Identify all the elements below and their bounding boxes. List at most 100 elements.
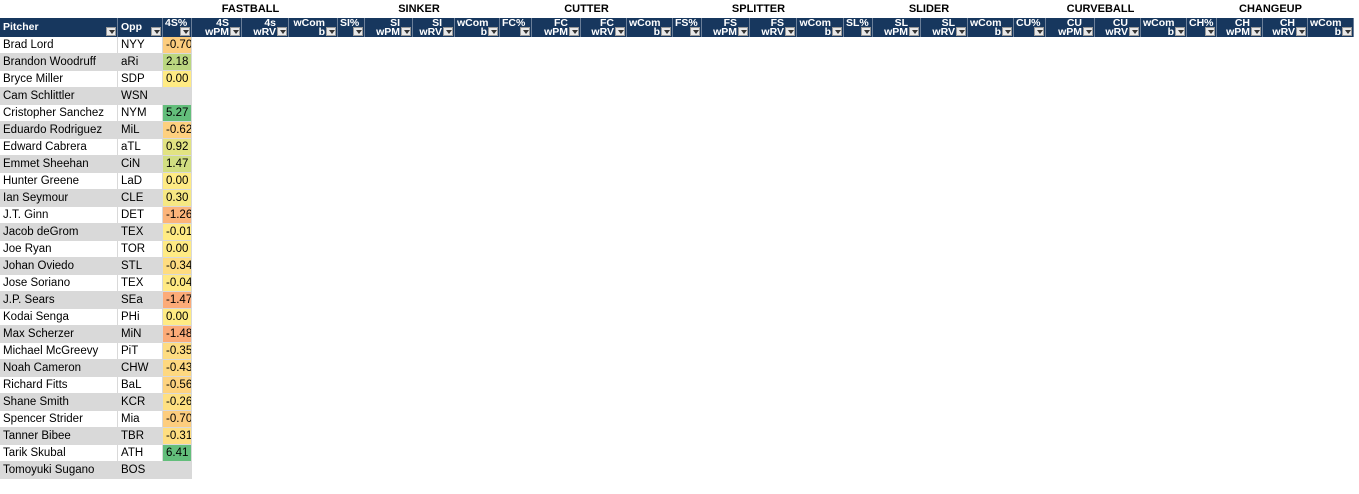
cell-changeup-3[interactable]: 0.92 (163, 139, 192, 156)
opp-cell[interactable]: CLE (118, 190, 163, 207)
filter-dropdown-icon[interactable] (1002, 27, 1012, 36)
pitcher-cell[interactable]: Noah Cameron (0, 360, 118, 377)
pitcher-cell[interactable]: Edward Cabrera (0, 139, 118, 156)
pitcher-cell[interactable]: Cristopher Sanchez (0, 105, 118, 122)
pitcher-cell[interactable]: Joe Ryan (0, 241, 118, 258)
cell-changeup-3[interactable]: -0.26 (163, 394, 192, 411)
column-header-cutter-1[interactable]: FC wPM (532, 18, 581, 37)
filter-dropdown-icon[interactable] (353, 27, 363, 36)
filter-dropdown-icon[interactable] (1296, 27, 1306, 36)
pitcher-cell[interactable]: Bryce Miller (0, 71, 118, 88)
filter-dropdown-icon[interactable] (832, 27, 842, 36)
cell-changeup-3[interactable] (163, 88, 192, 105)
filter-dropdown-icon[interactable] (861, 27, 871, 36)
opp-cell[interactable]: NYY (118, 37, 163, 54)
opp-cell[interactable]: CHW (118, 360, 163, 377)
filter-dropdown-icon[interactable] (569, 27, 579, 36)
column-header-curveball-2[interactable]: CU wRV (1095, 18, 1141, 37)
filter-dropdown-icon[interactable] (1342, 27, 1352, 36)
column-header-cutter-0[interactable]: FC% (500, 18, 532, 37)
column-header-splitter-1[interactable]: FS wPM (702, 18, 750, 37)
column-header-fastball-0[interactable]: 4S% (163, 18, 192, 37)
opp-cell[interactable]: DET (118, 207, 163, 224)
cell-changeup-3[interactable]: -0.34 (163, 258, 192, 275)
column-header-pitcher[interactable]: Pitcher (0, 18, 118, 37)
opp-cell[interactable]: WSN (118, 88, 163, 105)
column-header-splitter-0[interactable]: FS% (673, 18, 702, 37)
cell-changeup-3[interactable]: -1.47 (163, 292, 192, 309)
cell-changeup-3[interactable]: -0.04 (163, 275, 192, 292)
cell-changeup-3[interactable]: -1.48 (163, 326, 192, 343)
filter-dropdown-icon[interactable] (1129, 27, 1139, 36)
filter-dropdown-icon[interactable] (230, 27, 240, 36)
cell-changeup-3[interactable]: -1.26 (163, 207, 192, 224)
column-header-fastball-1[interactable]: 4S wPM (192, 18, 242, 37)
opp-cell[interactable]: TOR (118, 241, 163, 258)
filter-dropdown-icon[interactable] (443, 27, 453, 36)
cell-changeup-3[interactable] (163, 462, 192, 479)
column-header-cutter-2[interactable]: FC wRV (581, 18, 627, 37)
opp-cell[interactable]: CiN (118, 156, 163, 173)
pitcher-cell[interactable]: Kodai Senga (0, 309, 118, 326)
filter-dropdown-icon[interactable] (1175, 27, 1185, 36)
cell-changeup-3[interactable]: -0.56 (163, 377, 192, 394)
pitcher-cell[interactable]: Richard Fitts (0, 377, 118, 394)
pitcher-cell[interactable]: Brandon Woodruff (0, 54, 118, 71)
column-header-curveball-1[interactable]: CU wPM (1046, 18, 1095, 37)
filter-dropdown-icon[interactable] (690, 27, 700, 36)
column-header-sinker-3[interactable]: wCom b (455, 18, 500, 37)
filter-dropdown-icon[interactable] (738, 27, 748, 36)
cell-changeup-3[interactable]: -0.01 (163, 224, 192, 241)
opp-cell[interactable]: TBR (118, 428, 163, 445)
pitcher-cell[interactable]: Emmet Sheehan (0, 156, 118, 173)
column-header-sinker-1[interactable]: SI wPM (365, 18, 413, 37)
pitcher-cell[interactable]: Shane Smith (0, 394, 118, 411)
pitcher-cell[interactable]: Jose Soriano (0, 275, 118, 292)
column-header-changeup-2[interactable]: CH wRV (1263, 18, 1308, 37)
cell-changeup-3[interactable]: 5.27 (163, 105, 192, 122)
column-header-changeup-0[interactable]: CH% (1187, 18, 1217, 37)
opp-cell[interactable]: MiN (118, 326, 163, 343)
cell-changeup-3[interactable]: -0.35 (163, 343, 192, 360)
cell-changeup-3[interactable]: -0.62 (163, 122, 192, 139)
filter-dropdown-icon[interactable] (615, 27, 625, 36)
filter-dropdown-icon[interactable] (326, 27, 336, 36)
pitcher-cell[interactable]: Tomoyuki Sugano (0, 462, 118, 479)
pitcher-cell[interactable]: J.T. Ginn (0, 207, 118, 224)
pitcher-cell[interactable]: Tanner Bibee (0, 428, 118, 445)
column-header-opp[interactable]: Opp (118, 18, 163, 37)
opp-cell[interactable]: SDP (118, 71, 163, 88)
column-header-slider-0[interactable]: SL% (844, 18, 873, 37)
cell-changeup-3[interactable]: -0.43 (163, 360, 192, 377)
column-header-splitter-2[interactable]: FS wRV (750, 18, 797, 37)
opp-cell[interactable]: Mia (118, 411, 163, 428)
opp-cell[interactable]: TEX (118, 275, 163, 292)
filter-dropdown-icon[interactable] (1205, 27, 1215, 36)
column-header-curveball-3[interactable]: wCom b (1141, 18, 1187, 37)
column-header-curveball-0[interactable]: CU% (1014, 18, 1046, 37)
opp-cell[interactable]: aRi (118, 54, 163, 71)
column-header-slider-1[interactable]: SL wPM (873, 18, 921, 37)
opp-cell[interactable]: BaL (118, 377, 163, 394)
cell-changeup-3[interactable] (163, 173, 192, 190)
pitcher-cell[interactable]: J.P. Sears (0, 292, 118, 309)
pitcher-cell[interactable]: Michael McGreevy (0, 343, 118, 360)
filter-dropdown-icon[interactable] (488, 27, 498, 36)
opp-cell[interactable]: KCR (118, 394, 163, 411)
pitcher-cell[interactable]: Spencer Strider (0, 411, 118, 428)
cell-changeup-3[interactable] (163, 309, 192, 326)
cell-changeup-3[interactable]: 2.18 (163, 54, 192, 71)
opp-cell[interactable]: aTL (118, 139, 163, 156)
cell-changeup-3[interactable]: -0.70 (163, 411, 192, 428)
opp-cell[interactable]: MiL (118, 122, 163, 139)
column-header-slider-3[interactable]: wCom b (968, 18, 1014, 37)
cell-changeup-3[interactable] (163, 71, 192, 88)
opp-cell[interactable]: ATH (118, 445, 163, 462)
pitcher-cell[interactable]: Tarik Skubal (0, 445, 118, 462)
pitcher-cell[interactable]: Ian Seymour (0, 190, 118, 207)
column-header-changeup-1[interactable]: CH wPM (1217, 18, 1263, 37)
opp-cell[interactable]: STL (118, 258, 163, 275)
pitcher-cell[interactable]: Hunter Greene (0, 173, 118, 190)
cell-changeup-3[interactable]: -0.31 (163, 428, 192, 445)
filter-dropdown-icon[interactable] (956, 27, 966, 36)
